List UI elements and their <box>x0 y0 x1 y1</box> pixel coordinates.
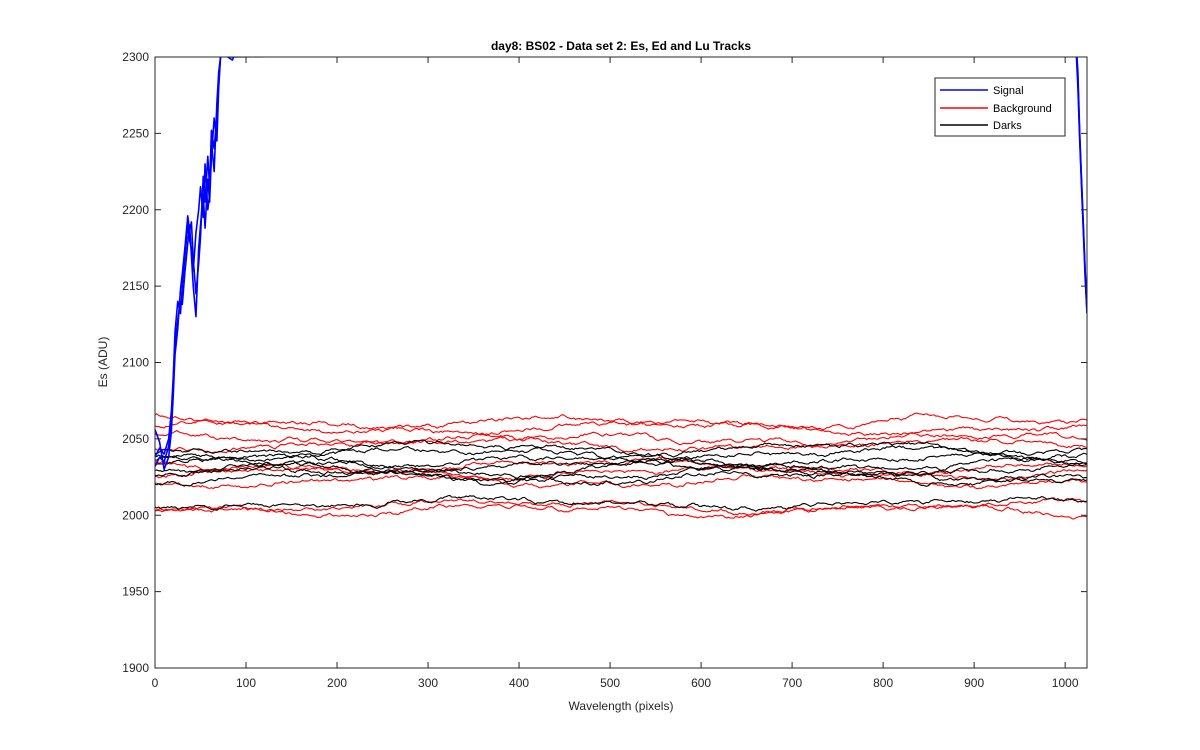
series-line-background <box>155 430 1087 447</box>
x-tick-label: 100 <box>236 676 256 690</box>
series-line-darks <box>155 452 1087 469</box>
x-tick-label: 600 <box>691 676 711 690</box>
legend-box <box>934 77 1066 137</box>
y-tick-label: 1950 <box>122 585 149 599</box>
series-line-darks <box>155 494 1087 512</box>
y-tick-label: 2200 <box>122 203 149 217</box>
series-line-background <box>155 418 1087 436</box>
legend-label-signal: Signal <box>993 85 1024 97</box>
x-tick-label: 500 <box>600 676 620 690</box>
x-tick-label: 800 <box>873 676 893 690</box>
series-line-darks <box>155 469 1087 487</box>
tick-layer: 0 100 200 300 400 500 600 700 800 900 1000 1900 1950… <box>122 50 1087 690</box>
x-tick-label: 700 <box>782 676 802 690</box>
legend-label-darks: Darks <box>993 120 1022 132</box>
series-line-background <box>155 412 1087 431</box>
series-line-signal <box>155 57 1087 458</box>
x-tick-label: 0 <box>152 676 159 690</box>
series-line-darks <box>155 456 1087 473</box>
y-tick-label: 1900 <box>122 661 149 675</box>
y-tick-label: 2150 <box>122 279 149 293</box>
x-tick-label: 200 <box>327 676 347 690</box>
y-tick-label: 2000 <box>122 508 149 522</box>
series-layer <box>155 57 1087 520</box>
x-tick-label: 900 <box>964 676 984 690</box>
series-line-signal <box>155 57 1087 471</box>
series-line-darks <box>155 460 1087 479</box>
series-line-darks <box>155 445 1087 464</box>
chart-title: day8: BS02 - Data set 2: Es, Ed and Lu T… <box>491 39 751 53</box>
y-tick-label: 2100 <box>122 356 149 370</box>
y-tick-label: 2250 <box>122 126 149 140</box>
series-line-background <box>155 456 1087 477</box>
series-line-background <box>155 463 1087 482</box>
x-tick-label: 300 <box>418 676 438 690</box>
x-tick-label: 1000 <box>1052 676 1079 690</box>
x-tick-label: 400 <box>509 676 529 690</box>
y-axis-label: Es (ADU) <box>96 337 110 388</box>
series-line-darks <box>155 439 1087 458</box>
legend-label-background: Background <box>993 103 1052 115</box>
plot-area <box>155 57 1087 668</box>
series-line-background <box>155 436 1087 454</box>
y-tick-label: 2050 <box>122 432 149 446</box>
x-axis-label: Wavelength (pixels) <box>569 699 674 713</box>
series-line-background <box>155 503 1087 520</box>
y-tick-label: 2300 <box>122 50 149 64</box>
series-line-darks <box>155 465 1087 483</box>
legend: Signal Background Darks <box>934 77 1066 137</box>
